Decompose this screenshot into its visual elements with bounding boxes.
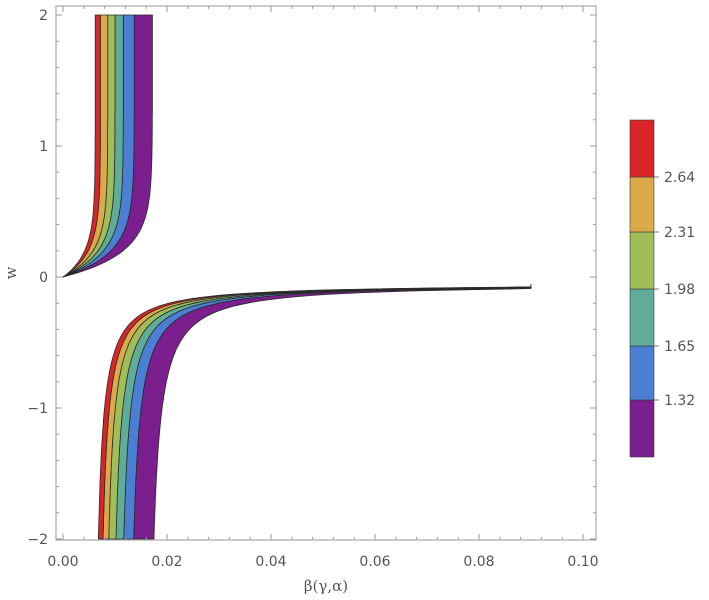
legend-label: 1.65 <box>664 339 695 355</box>
upper-band-6 <box>62 14 101 278</box>
legend-label: 2.64 <box>664 170 695 186</box>
legend-label: 1.32 <box>664 393 695 409</box>
y-tick-label: 1 <box>39 139 48 155</box>
x-axis: 0.00 0.02 0.04 0.06 0.08 0.10 <box>47 6 599 570</box>
y-tick-label: −2 <box>27 532 48 548</box>
x-tick-label: 0.06 <box>359 554 390 570</box>
x-tick-label: 0.08 <box>463 554 494 570</box>
y-axis-title: w <box>2 266 20 279</box>
x-tick-label: 0.02 <box>151 554 182 570</box>
x-axis-title: β(γ,α) <box>304 577 348 595</box>
legend-label: 2.31 <box>664 225 695 241</box>
y-tick-label: −1 <box>27 401 48 417</box>
plot-frame <box>55 5 597 541</box>
upper-band-group <box>62 14 153 278</box>
x-tick-label: 0.10 <box>567 554 598 570</box>
y-tick-label: 2 <box>39 8 48 24</box>
x-tick-label: 0.04 <box>255 554 286 570</box>
legend-swatch <box>629 399 655 458</box>
lower-band-1 <box>133 284 532 540</box>
legend-swatch <box>629 345 655 401</box>
legend-swatch <box>629 119 655 178</box>
lower-band-6 <box>98 284 532 540</box>
color-legend: 1.32 1.65 1.98 2.31 2.64 <box>629 119 695 458</box>
lower-band-group <box>98 284 532 540</box>
legend-swatch <box>629 176 655 233</box>
legend-swatch <box>629 288 655 347</box>
legend-swatch <box>629 231 655 290</box>
legend-label: 1.98 <box>664 282 695 298</box>
y-tick-label: 0 <box>39 270 48 286</box>
x-tick-label: 0.00 <box>47 554 78 570</box>
y-axis: −2 −1 0 1 2 <box>27 8 596 548</box>
